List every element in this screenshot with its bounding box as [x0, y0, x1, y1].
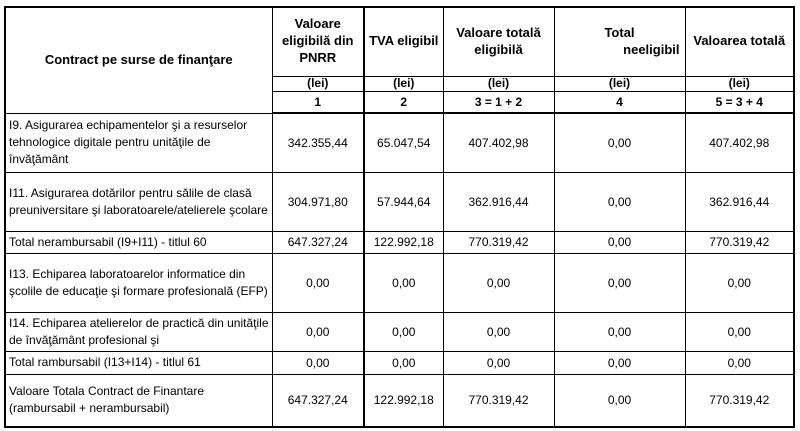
value-cell: 304.971,80	[271, 171, 365, 232]
column-header-total-neeligibil-line2: neeligibil	[623, 41, 680, 57]
value-cell: 0,00	[271, 311, 365, 352]
value-cell: 0,00	[553, 230, 686, 254]
value-cell: 0,00	[271, 252, 365, 313]
value-cell: 407.402,98	[684, 112, 795, 173]
value-cell: 362.916,44	[442, 171, 555, 232]
row-label: Total nerambursabil (I9+I11) - titlul 60	[4, 230, 273, 254]
value-cell: 647.327,24	[271, 230, 365, 254]
value-cell: 0,00	[553, 171, 686, 232]
table-row-total-rambursabil: Total rambursabil (I13+I14) - titlul 61 …	[4, 350, 795, 375]
row-label: Valoare Totala Contract de Finantare (ra…	[4, 373, 273, 428]
column-header-valoare-totala-eligibila: Valoare totală eligibilă	[442, 6, 555, 77]
row-label: I11. Asigurarea dotărilor pentru sălile …	[4, 171, 273, 232]
value-cell: 0,00	[553, 350, 686, 375]
unit-cell: (lei)	[363, 75, 444, 92]
value-cell: 770.319,42	[684, 373, 795, 428]
table-body: I9. Asigurarea echipamentelor şi a resur…	[4, 112, 795, 428]
value-cell: 647.327,24	[271, 373, 365, 428]
column-header-total-neeligibil: Total neeligibil	[553, 6, 686, 77]
column-header-valoarea-totala: Valoarea totală	[684, 6, 795, 77]
value-cell: 0,00	[442, 252, 555, 313]
value-cell: 0,00	[271, 350, 365, 375]
value-cell: 0,00	[442, 350, 555, 375]
value-cell: 122.992,18	[363, 230, 444, 254]
value-cell: 0,00	[442, 311, 555, 352]
table-row-i13: I13. Echiparea laboratoarelor informatic…	[4, 252, 795, 313]
column-index-cell: 2	[363, 90, 444, 114]
table-row-total-nerambursabil: Total nerambursabil (I9+I11) - titlul 60…	[4, 230, 795, 254]
header-index-row: 1 2 3 = 1 + 2 4 5 = 3 + 4	[5, 90, 795, 114]
value-cell: 0,00	[363, 252, 444, 313]
value-cell: 0,00	[553, 252, 686, 313]
value-cell: 770.319,42	[684, 230, 795, 254]
value-cell: 65.047,54	[363, 112, 444, 173]
row-label: Total rambursabil (I13+I14) - titlul 61	[4, 350, 273, 375]
column-header-contract-surse: Contract pe surse de finanţare	[4, 6, 273, 114]
value-cell: 0,00	[363, 311, 444, 352]
value-cell: 0,00	[684, 252, 795, 313]
value-cell: 0,00	[553, 112, 686, 173]
value-cell: 0,00	[553, 311, 686, 352]
value-cell: 57.944,64	[363, 171, 444, 232]
column-index-cell: 4	[553, 90, 686, 114]
table-row-i11: I11. Asigurarea dotărilor pentru sălile …	[4, 171, 795, 232]
value-cell: 342.355,44	[271, 112, 365, 173]
header-title-row: Contract pe surse de finanţare Valoare e…	[4, 6, 795, 114]
unit-cell: (lei)	[553, 75, 686, 92]
table-header: Contract pe surse de finanţare Valoare e…	[4, 6, 795, 114]
value-cell: 122.992,18	[363, 373, 444, 428]
row-label: I9. Asigurarea echipamentelor şi a resur…	[4, 112, 273, 173]
financing-sources-table: Contract pe surse de finanţare Valoare e…	[4, 6, 795, 428]
value-cell: 407.402,98	[442, 112, 555, 173]
table-row-valoare-totala-contract: Valoare Totala Contract de Finantare (ra…	[4, 373, 795, 428]
value-cell: 770.319,42	[442, 230, 555, 254]
table-row-i9: I9. Asigurarea echipamentelor şi a resur…	[4, 112, 795, 173]
value-cell: 0,00	[684, 311, 795, 352]
column-index-cell: 1	[271, 90, 365, 114]
unit-cell: (lei)	[442, 75, 555, 92]
value-cell: 0,00	[684, 350, 795, 375]
value-cell: 362.916,44	[684, 171, 795, 232]
column-header-valoare-eligibila-pnrr: Valoare eligibilă din PNRR	[271, 6, 365, 77]
value-cell: 0,00	[553, 373, 686, 428]
row-label: I14. Echiparea atelierelor de practică d…	[4, 311, 273, 352]
unit-cell: (lei)	[684, 75, 795, 92]
table-row-i14: I14. Echiparea atelierelor de practică d…	[4, 311, 795, 352]
column-index-cell: 5 = 3 + 4	[684, 90, 795, 114]
column-header-total-neeligibil-line1: Total	[604, 24, 635, 40]
row-label: I13. Echiparea laboratoarelor informatic…	[4, 252, 273, 313]
value-cell: 770.319,42	[442, 373, 555, 428]
value-cell: 0,00	[363, 350, 444, 375]
unit-cell: (lei)	[271, 75, 365, 92]
column-index-cell: 3 = 1 + 2	[442, 90, 555, 114]
column-header-tva-eligibil: TVA eligibil	[363, 6, 444, 77]
